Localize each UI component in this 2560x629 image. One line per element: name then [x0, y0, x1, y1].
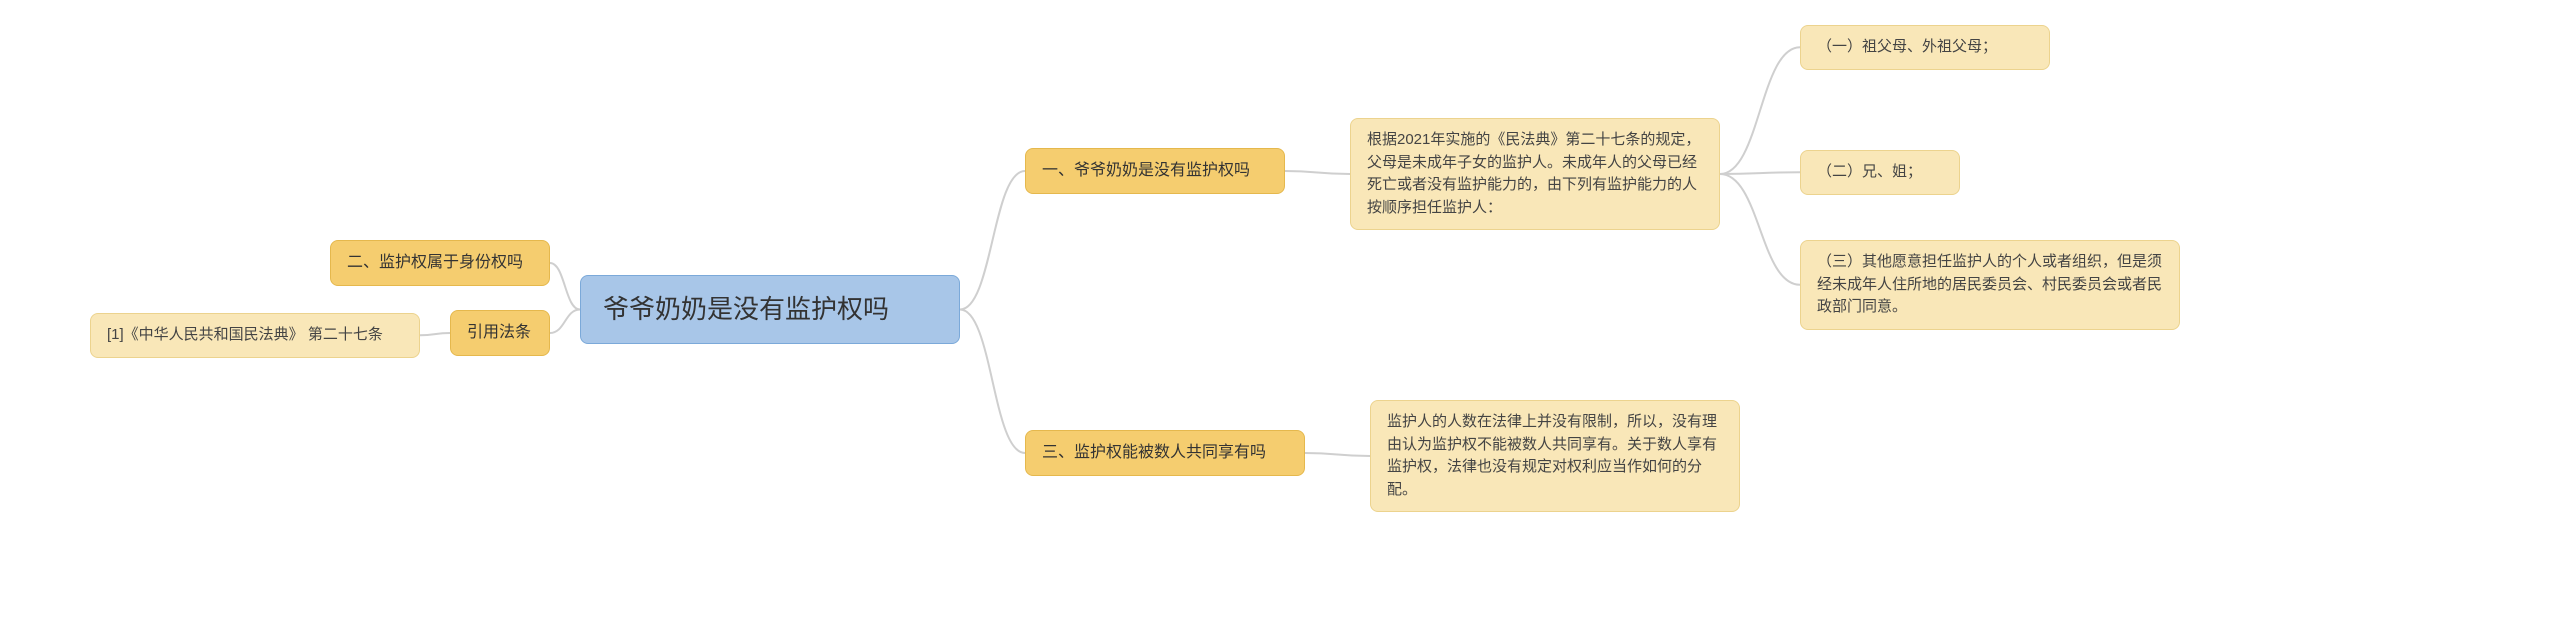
leaf-r1-a: （一）祖父母、外祖父母；: [1800, 25, 2050, 70]
branch-left-2[interactable]: 引用法条: [450, 310, 550, 356]
branch-right-3[interactable]: 三、监护权能被数人共同享有吗: [1025, 430, 1305, 476]
leaf-r1-b: （二）兄、姐；: [1800, 150, 1960, 195]
leaf-r1-main: 根据2021年实施的《民法典》第二十七条的规定，父母是未成年子女的监护人。未成年…: [1350, 118, 1720, 230]
root-node[interactable]: 爷爷奶奶是没有监护权吗: [580, 275, 960, 344]
leaf-r3-main: 监护人的人数在法律上并没有限制，所以，没有理由认为监护权不能被数人共同享有。关于…: [1370, 400, 1740, 512]
leaf-left-citation: [1]《中华人民共和国民法典》 第二十七条: [90, 313, 420, 358]
branch-left-1[interactable]: 二、监护权属于身份权吗: [330, 240, 550, 286]
leaf-r1-c: （三）其他愿意担任监护人的个人或者组织，但是须经未成年人住所地的居民委员会、村民…: [1800, 240, 2180, 330]
branch-right-1[interactable]: 一、爷爷奶奶是没有监护权吗: [1025, 148, 1285, 194]
